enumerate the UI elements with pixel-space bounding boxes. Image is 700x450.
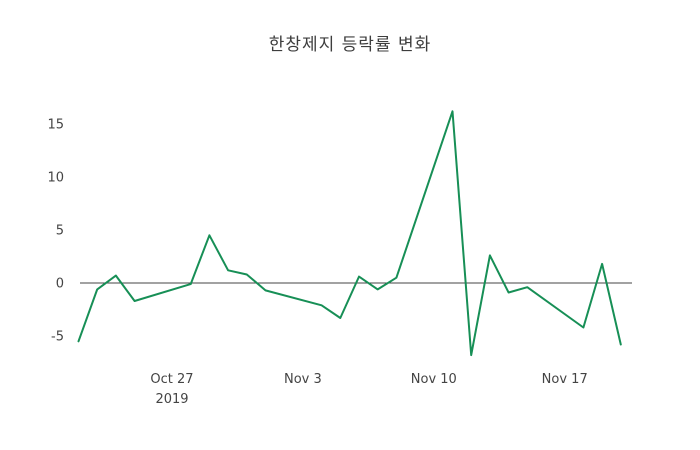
x-axis-tick-label: Nov 10 xyxy=(411,372,457,387)
y-axis-tick-label: -5 xyxy=(51,330,64,345)
y-axis-tick-label: 0 xyxy=(56,277,64,292)
y-axis-tick-label: 10 xyxy=(47,171,64,186)
x-axis-tick-label: Nov 17 xyxy=(542,372,588,387)
x-axis-year-label: 2019 xyxy=(155,392,188,407)
chart-title: 한창제지 등락률 변화 xyxy=(268,35,432,55)
series-line-price-change xyxy=(77,110,622,357)
y-axis-tick-label: 15 xyxy=(47,118,64,133)
y-axis-tick-label: 5 xyxy=(56,224,64,239)
x-axis-tick-label: Oct 27 xyxy=(150,372,193,387)
x-axis-tick-label: Nov 3 xyxy=(284,372,322,387)
